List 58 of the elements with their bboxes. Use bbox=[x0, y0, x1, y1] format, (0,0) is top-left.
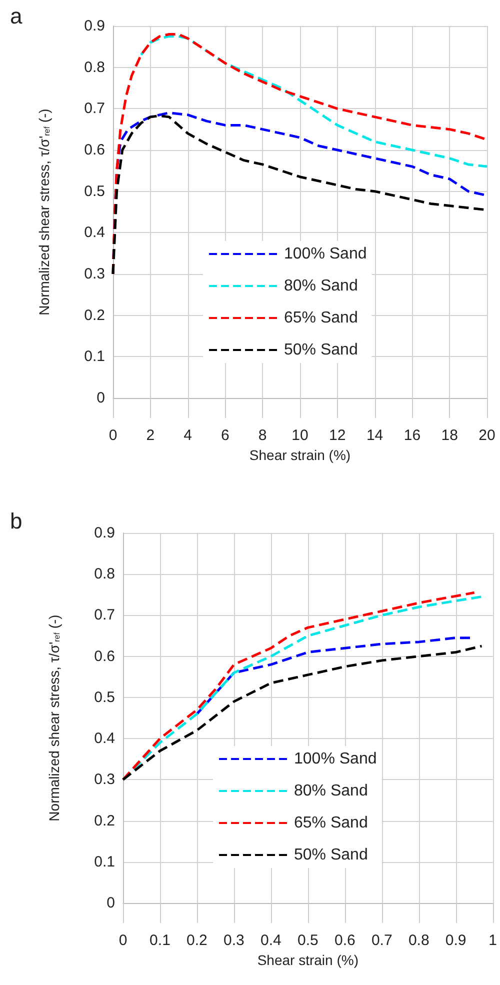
x-tick-label: 0.2 bbox=[186, 932, 208, 949]
chart-title: a bbox=[10, 4, 23, 28]
x-tick-label: 0 bbox=[118, 932, 128, 949]
x-tick-label: 0.1 bbox=[150, 932, 170, 949]
y-tick-label: 0.6 bbox=[84, 142, 105, 158]
x-tick-label: 4 bbox=[184, 427, 192, 444]
line-series bbox=[196, 636, 472, 716]
x-tick-label: 0.4 bbox=[260, 932, 282, 949]
x-tick-label: 14 bbox=[366, 427, 384, 444]
x-tick-label: 10 bbox=[292, 427, 308, 444]
x-tick-label: 0.3 bbox=[224, 932, 244, 949]
line-series bbox=[122, 644, 483, 781]
x-tick-label: 6 bbox=[221, 427, 230, 444]
y-tick-label: 0 bbox=[96, 390, 105, 406]
y-axis-title: Normalized shear stress, τ/σ'ref (-) bbox=[36, 108, 52, 316]
legend-label: 100% Sand bbox=[284, 246, 367, 262]
y-tick-label: 0.1 bbox=[94, 853, 115, 870]
line-series bbox=[140, 35, 488, 168]
y-tick-label: 0.7 bbox=[84, 100, 105, 118]
y-tick-label: 0.6 bbox=[94, 648, 115, 665]
y-axis-title: Normalized shear stress, τ/σ'ref (-) bbox=[46, 614, 62, 822]
x-tick-label: 16 bbox=[404, 427, 421, 444]
x-axis-title: Shear strain (%) bbox=[257, 952, 358, 968]
legend-label: 80% Sand bbox=[294, 782, 368, 800]
y-tick-label: 0.5 bbox=[84, 182, 105, 200]
legend-label: 65% Sand bbox=[284, 310, 358, 326]
legend-label: 50% Sand bbox=[294, 846, 368, 864]
y-tick-label: 0.9 bbox=[94, 524, 115, 542]
x-tick-label: 8 bbox=[258, 427, 267, 444]
x-tick-label: 0.9 bbox=[445, 932, 466, 949]
y-tick-label: 0.4 bbox=[94, 730, 115, 748]
y-tick-label: 0.5 bbox=[94, 688, 115, 706]
y-tick-label: 0.8 bbox=[94, 566, 115, 583]
y-tick-label: 0.8 bbox=[84, 58, 105, 76]
legend-label: 80% Sand bbox=[284, 278, 358, 294]
y-tick-label: 0.7 bbox=[94, 606, 115, 624]
x-tick-label: 0.5 bbox=[297, 932, 318, 949]
legend-label: 50% Sand bbox=[284, 342, 358, 358]
x-tick-label: 18 bbox=[441, 427, 458, 444]
x-tick-label: 0.6 bbox=[334, 932, 356, 949]
y-tick-label: 0.2 bbox=[84, 306, 105, 324]
legend-label: 65% Sand bbox=[294, 814, 368, 832]
x-tick-label: 0.7 bbox=[371, 932, 392, 949]
y-tick-label: 0 bbox=[106, 894, 115, 912]
x-tick-label: 2 bbox=[146, 427, 155, 444]
y-tick-label: 0.1 bbox=[84, 348, 105, 366]
x-tick-label: 12 bbox=[329, 427, 346, 444]
y-tick-label: 0.2 bbox=[94, 812, 115, 830]
x-axis-title: Shear strain (%) bbox=[249, 447, 351, 463]
x-tick-label: 0.8 bbox=[408, 932, 430, 949]
y-tick-label: 0.4 bbox=[84, 224, 105, 242]
x-tick-label: 20 bbox=[478, 427, 496, 444]
y-tick-label: 0.9 bbox=[84, 18, 105, 34]
y-tick-label: 0.3 bbox=[84, 266, 105, 282]
x-tick-label: 1 bbox=[488, 932, 497, 949]
chart-title: b bbox=[10, 508, 22, 534]
legend-label: 100% Sand bbox=[294, 750, 377, 768]
y-tick-label: 0.3 bbox=[94, 771, 115, 788]
